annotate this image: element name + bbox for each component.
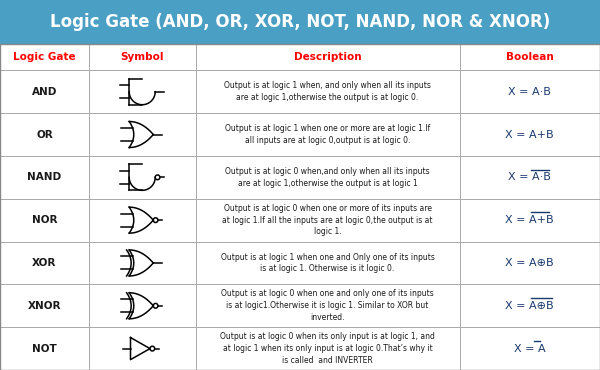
Text: MADPCB: MADPCB <box>124 294 161 317</box>
Text: MADPCB: MADPCB <box>511 80 548 104</box>
Text: X = A⊕B: X = A⊕B <box>505 258 554 268</box>
Text: MADPCB: MADPCB <box>511 337 548 360</box>
Text: MADPCB: MADPCB <box>26 165 63 189</box>
Text: XOR: XOR <box>32 258 56 268</box>
Bar <box>0 44 600 370</box>
Bar <box>89 156 196 199</box>
Bar <box>460 285 600 327</box>
Bar <box>460 199 600 242</box>
Text: MADPCB: MADPCB <box>511 251 548 275</box>
Text: XNOR: XNOR <box>28 301 61 311</box>
Text: MADPCB: MADPCB <box>309 208 346 232</box>
Bar <box>196 199 460 242</box>
Text: X = A·B: X = A·B <box>508 87 551 97</box>
Text: MADPCB: MADPCB <box>309 294 346 317</box>
Text: MADPCB: MADPCB <box>26 123 63 146</box>
Bar <box>0 70 89 113</box>
Text: Output is at logic 1 when, and only when all its inputs
are at logic 1,otherwise: Output is at logic 1 when, and only when… <box>224 81 431 102</box>
Text: X = A+B: X = A+B <box>505 130 554 139</box>
Text: Output is at logic 0 when one or more of its inputs are
at logic 1.If all the in: Output is at logic 0 when one or more of… <box>223 204 433 236</box>
Text: MADPCB: MADPCB <box>124 251 161 275</box>
Bar <box>89 113 196 156</box>
Bar <box>460 327 600 370</box>
Text: MADPCB: MADPCB <box>26 80 63 104</box>
Text: Boolean: Boolean <box>506 52 554 62</box>
Bar <box>0 0 600 44</box>
Text: Symbol: Symbol <box>121 52 164 62</box>
Text: MADPCB: MADPCB <box>511 208 548 232</box>
Text: Output is at logic 1 when one and Only one of its inputs
is at logic 1. Otherwis: Output is at logic 1 when one and Only o… <box>221 253 434 273</box>
Bar <box>196 285 460 327</box>
Text: X = A⊕B: X = A⊕B <box>505 301 554 311</box>
Bar <box>0 44 89 70</box>
Bar <box>196 113 460 156</box>
Bar <box>0 199 89 242</box>
Text: MADPCB: MADPCB <box>124 80 161 104</box>
Bar <box>0 242 89 285</box>
Bar <box>196 327 460 370</box>
Text: X = A·B: X = A·B <box>508 172 551 182</box>
Text: Logic Gate: Logic Gate <box>13 52 76 62</box>
Bar <box>196 44 460 70</box>
Bar <box>89 285 196 327</box>
Text: MADPCB: MADPCB <box>511 123 548 146</box>
Text: Output is at logic 0 when its only input is at logic 1, and
at logic 1 when its : Output is at logic 0 when its only input… <box>220 332 435 365</box>
Bar <box>89 199 196 242</box>
Text: NOT: NOT <box>32 344 57 354</box>
Bar <box>460 44 600 70</box>
Bar <box>196 242 460 285</box>
Text: Output is at logic 0 when,and only when all its inputs
are at logic 1,otherwise : Output is at logic 0 when,and only when … <box>225 167 430 188</box>
Bar <box>460 113 600 156</box>
Text: MADPCB: MADPCB <box>511 294 548 317</box>
Bar <box>0 327 89 370</box>
Text: MADPCB: MADPCB <box>124 165 161 189</box>
Text: AND: AND <box>32 87 57 97</box>
Text: Logic Gate (AND, OR, XOR, NOT, NAND, NOR & XNOR): Logic Gate (AND, OR, XOR, NOT, NAND, NOR… <box>50 13 550 31</box>
Bar <box>0 156 89 199</box>
Text: MADPCB: MADPCB <box>309 337 346 360</box>
Bar <box>0 113 89 156</box>
Bar <box>0 285 89 327</box>
Text: MADPCB: MADPCB <box>26 251 63 275</box>
Text: MADPCB: MADPCB <box>26 208 63 232</box>
Bar <box>196 156 460 199</box>
Text: MADPCB: MADPCB <box>124 123 161 146</box>
Text: MADPCB: MADPCB <box>309 123 346 146</box>
Text: NOR: NOR <box>32 215 57 225</box>
Text: MADPCB: MADPCB <box>511 165 548 189</box>
Text: OR: OR <box>36 130 53 139</box>
Bar <box>460 70 600 113</box>
Text: MADPCB: MADPCB <box>26 294 63 317</box>
Bar <box>460 242 600 285</box>
Text: Output is at logic 1 when one or more are at logic 1.If
all inputs are at logic : Output is at logic 1 when one or more ar… <box>225 124 430 145</box>
Text: X = A+B: X = A+B <box>505 215 554 225</box>
Bar <box>89 327 196 370</box>
Text: MADPCB: MADPCB <box>309 165 346 189</box>
Bar <box>89 44 196 70</box>
Text: X = A: X = A <box>514 344 545 354</box>
Text: MADPCB: MADPCB <box>309 80 346 104</box>
Text: NAND: NAND <box>28 172 61 182</box>
Text: Description: Description <box>294 52 361 62</box>
Bar <box>89 242 196 285</box>
Text: MADPCB: MADPCB <box>309 251 346 275</box>
Text: MADPCB: MADPCB <box>124 208 161 232</box>
Text: Output is at logic 0 when one and only one of its inputs
is at logic1.Otherwise : Output is at logic 0 when one and only o… <box>221 289 434 322</box>
Bar <box>460 156 600 199</box>
Text: MADPCB: MADPCB <box>26 337 63 360</box>
Text: MADPCB: MADPCB <box>124 337 161 360</box>
Bar <box>196 70 460 113</box>
Bar <box>89 70 196 113</box>
